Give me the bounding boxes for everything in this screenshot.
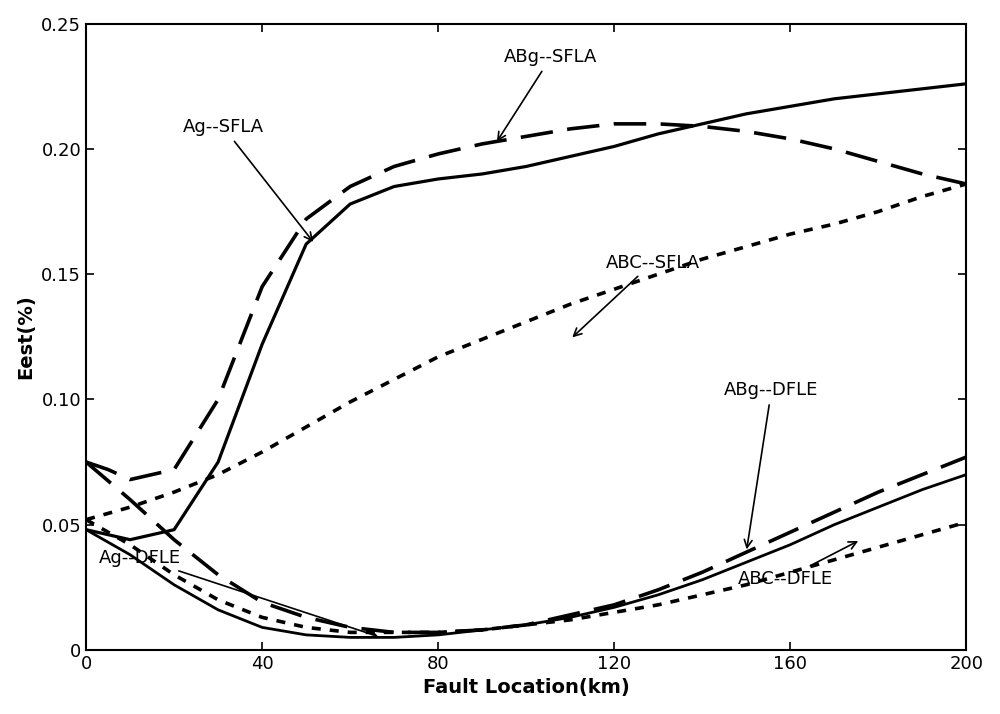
Text: Ag--DFLE: Ag--DFLE xyxy=(99,549,377,637)
Text: ABC--DFLE: ABC--DFLE xyxy=(737,542,857,588)
Text: ABg--DFLE: ABg--DFLE xyxy=(724,381,819,548)
Text: ABg--SFLA: ABg--SFLA xyxy=(498,49,598,140)
Text: Ag--SFLA: Ag--SFLA xyxy=(183,119,312,241)
Text: ABC--SFLA: ABC--SFLA xyxy=(574,253,700,336)
X-axis label: Fault Location(km): Fault Location(km) xyxy=(423,678,630,698)
Y-axis label: Eest(%): Eest(%) xyxy=(17,294,36,379)
